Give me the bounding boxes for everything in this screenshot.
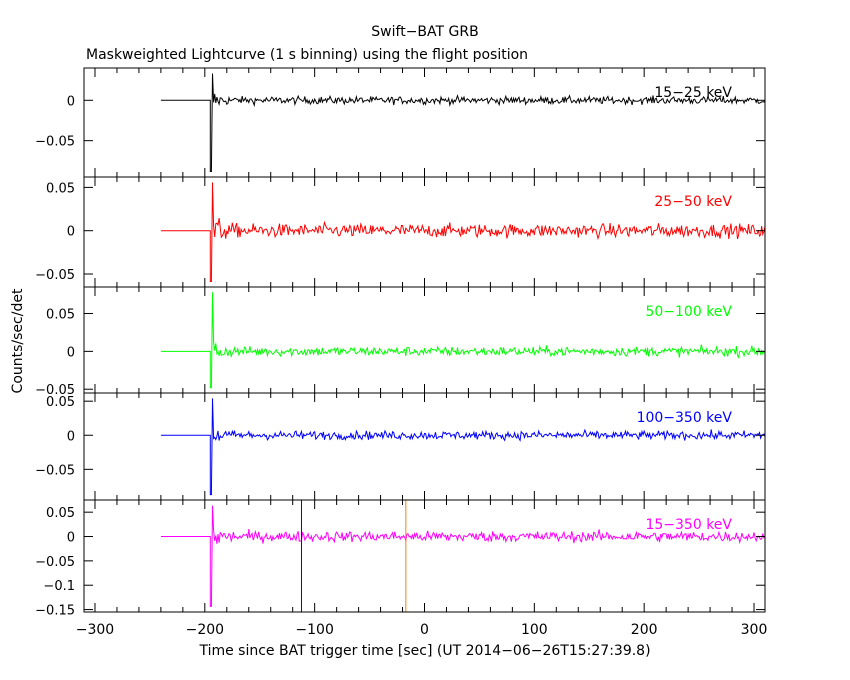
- panels-group: 0 −0.05 15−25 keV 0.05 0 −0.05 25−50 keV 0.05 0 −…: [35, 67, 768, 638]
- y-tick-label: 0.05: [46, 395, 75, 410]
- series-line: [160, 505, 765, 607]
- x-tick-label: −100: [295, 622, 333, 638]
- band-label: 25−50 keV: [654, 194, 732, 210]
- panel-frame: [83, 286, 766, 394]
- panel-2: 0.05 0 −0.05 25−50 keV: [35, 176, 766, 288]
- y-axis-label: Counts/sec/det: [10, 288, 26, 393]
- x-tick-label: 0: [420, 622, 429, 638]
- y-tick-label: 0: [67, 94, 75, 109]
- band-label: 100−350 keV: [637, 410, 733, 426]
- y-tick-label: 0.05: [46, 181, 75, 196]
- series-line: [160, 292, 765, 389]
- y-tick-label: 0: [67, 345, 75, 360]
- y-tick-label: 0: [67, 225, 75, 240]
- series-group: [160, 292, 765, 389]
- y-tick-label: 0.05: [46, 506, 75, 521]
- series-group: [160, 73, 765, 172]
- y-tick-label: −0.1: [43, 579, 75, 594]
- y-tick-label: −0.05: [35, 135, 75, 150]
- band-label: 15−25 keV: [654, 85, 732, 101]
- x-tick-label: 100: [521, 622, 548, 638]
- panel-1: 0 −0.05 15−25 keV: [35, 67, 766, 178]
- band-label: 50−100 keV: [645, 304, 732, 320]
- y-tick-label: −0.05: [35, 463, 75, 478]
- y-tick-label: −0.05: [35, 268, 75, 283]
- y-tick-label: 0: [67, 429, 75, 444]
- panel-3: 0.05 0 −0.05 50−100 keV: [35, 286, 766, 398]
- x-tick-label: 200: [631, 622, 658, 638]
- y-tick-label: −0.05: [35, 555, 75, 570]
- band-label: 15−350 keV: [645, 517, 732, 533]
- chart-subtitle: Maskweighted Lightcurve (1 s binning) us…: [86, 47, 528, 63]
- y-tick-label: −0.05: [35, 383, 75, 398]
- y-tick-label: 0: [67, 531, 75, 546]
- series-group: [160, 398, 765, 496]
- x-axis-label: Time since BAT trigger time [sec] (UT 20…: [198, 643, 650, 659]
- x-tick-label: −300: [76, 622, 114, 638]
- panel-4: 0.05 0 −0.05 100−350 keV: [35, 392, 766, 501]
- y-tick-label: −0.15: [35, 604, 75, 619]
- series-line: [160, 182, 765, 282]
- panel-5: 0.05 0 −0.05 −0.1 −0.15 15−350 keV: [35, 499, 766, 619]
- series-line: [160, 398, 765, 496]
- x-tick-label: −200: [186, 622, 224, 638]
- chart-title: Swift−BAT GRB: [371, 24, 478, 40]
- x-tick-label: 300: [741, 622, 768, 638]
- series-group: [160, 182, 765, 282]
- y-tick-label: 0.05: [46, 308, 75, 323]
- series-group: [160, 505, 765, 607]
- series-line: [160, 73, 765, 172]
